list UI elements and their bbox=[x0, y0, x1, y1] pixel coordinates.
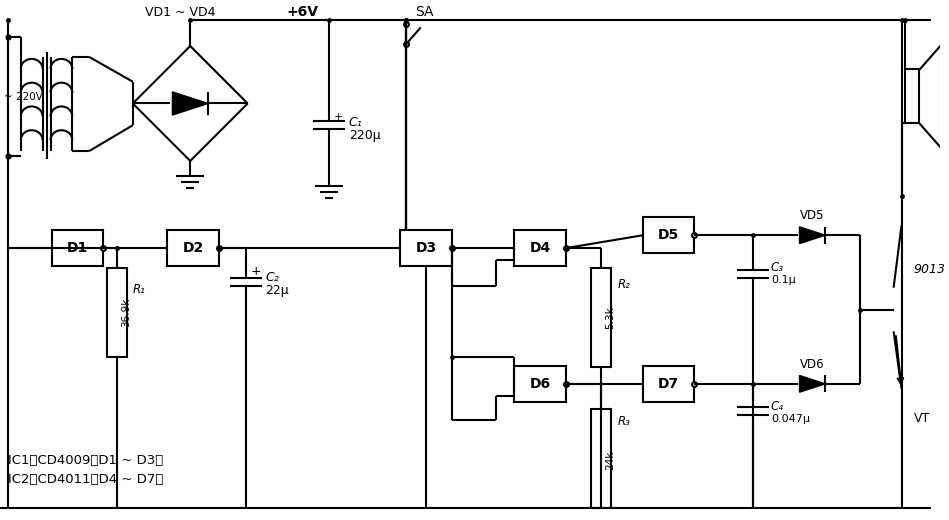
Bar bbox=[591, 268, 611, 367]
Text: SA: SA bbox=[415, 5, 434, 19]
Bar bbox=[643, 217, 695, 253]
Text: ~ 220V: ~ 220V bbox=[4, 92, 43, 101]
Polygon shape bbox=[173, 92, 208, 115]
Text: D2: D2 bbox=[182, 241, 204, 255]
Text: +: + bbox=[334, 112, 344, 122]
Bar bbox=[514, 230, 566, 266]
Text: 5.3k: 5.3k bbox=[605, 306, 615, 329]
Polygon shape bbox=[799, 227, 826, 243]
Text: +6V: +6V bbox=[287, 5, 318, 19]
Bar bbox=[51, 230, 103, 266]
Polygon shape bbox=[799, 375, 826, 392]
Text: IC1：CD4009（D1 ~ D3）: IC1：CD4009（D1 ~ D3） bbox=[8, 453, 163, 466]
Text: 9013: 9013 bbox=[914, 264, 945, 277]
Text: C₁: C₁ bbox=[348, 116, 363, 129]
Bar bbox=[591, 409, 611, 508]
Bar bbox=[400, 230, 452, 266]
Bar bbox=[643, 366, 695, 401]
Bar bbox=[514, 366, 566, 401]
Text: 0.047μ: 0.047μ bbox=[771, 413, 809, 423]
Text: C₃: C₃ bbox=[771, 262, 784, 275]
Text: 22μ: 22μ bbox=[266, 284, 289, 297]
Text: R₂: R₂ bbox=[617, 278, 630, 291]
Text: D4: D4 bbox=[530, 241, 550, 255]
Text: R₁: R₁ bbox=[133, 283, 145, 296]
Text: D3: D3 bbox=[416, 241, 437, 255]
Text: 24k: 24k bbox=[605, 450, 615, 470]
Text: D7: D7 bbox=[659, 377, 679, 391]
Text: R₃: R₃ bbox=[617, 415, 630, 428]
Text: VT: VT bbox=[914, 412, 930, 425]
Text: VD5: VD5 bbox=[800, 209, 825, 222]
Text: +: + bbox=[251, 265, 261, 278]
Bar bbox=[905, 69, 920, 123]
Text: D1: D1 bbox=[66, 241, 88, 255]
Text: C₂: C₂ bbox=[266, 271, 279, 284]
Text: C₄: C₄ bbox=[771, 400, 784, 413]
Text: 220μ: 220μ bbox=[348, 128, 381, 141]
Text: IC2：CD4011（D4 ~ D7）: IC2：CD4011（D4 ~ D7） bbox=[8, 473, 163, 486]
Text: 36.9k: 36.9k bbox=[121, 298, 131, 327]
Bar bbox=[167, 230, 219, 266]
Text: D5: D5 bbox=[658, 228, 679, 242]
Text: D6: D6 bbox=[530, 377, 550, 391]
Text: VD6: VD6 bbox=[800, 358, 825, 371]
Text: VD1 ~ VD4: VD1 ~ VD4 bbox=[145, 6, 215, 19]
Text: 0.1μ: 0.1μ bbox=[771, 275, 795, 285]
Bar bbox=[107, 268, 127, 357]
